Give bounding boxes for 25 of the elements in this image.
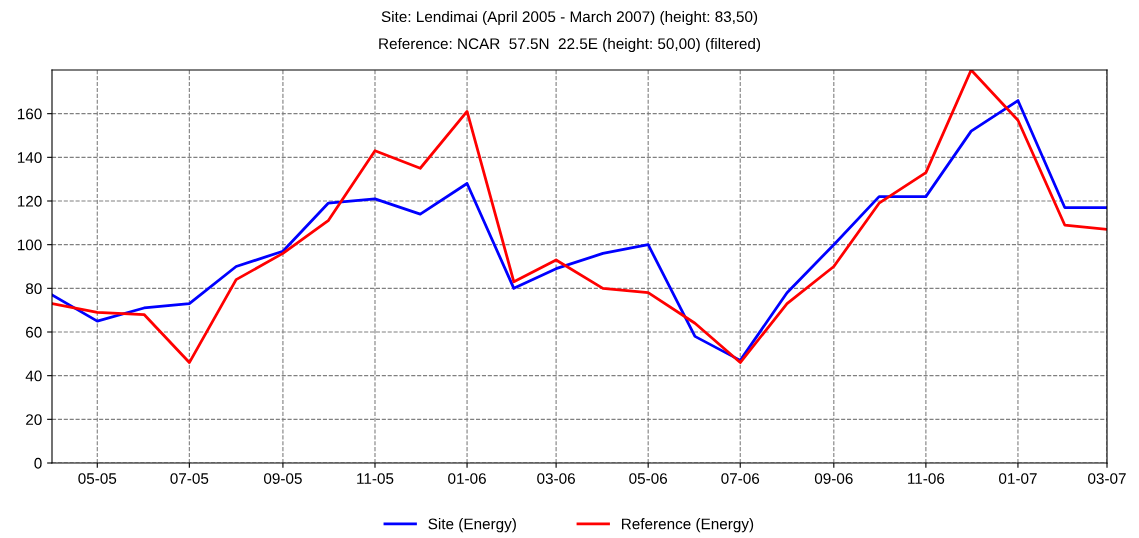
x-tick-label: 07-06: [721, 473, 760, 484]
y-tick-label: 140: [17, 152, 42, 164]
x-tick-label: 05-05: [78, 473, 117, 484]
chart-title: Site: Lendimai (April 2005 - March 2007) (height: 83,50): [381, 10, 758, 26]
y-tick-label: 80: [25, 283, 42, 295]
x-tick-label: 01-06: [448, 473, 486, 484]
x-tick-label: 01-07: [999, 473, 1037, 484]
legend-label: Reference (Energy): [622, 518, 754, 533]
y-tick-label: 100: [17, 239, 42, 251]
y-tick-label: 20: [26, 414, 42, 426]
x-tick-label: 03-06: [537, 473, 575, 484]
x-tick-label: 07-05: [170, 473, 209, 484]
y-tick-label: 0: [34, 457, 42, 469]
x-tick-label: 05-06: [629, 473, 668, 484]
x-tick-label: 11-06: [908, 473, 945, 484]
chart-subtitle: Reference: NCAR 57.5N 22.5E (height: 50,00) (filtered): [379, 37, 761, 53]
y-tick-label: 120: [17, 195, 42, 207]
y-tick-label: 40: [25, 370, 42, 382]
y-tick-label: 160: [17, 108, 42, 120]
x-tick-label: 09-06: [814, 473, 853, 484]
x-tick-label: 11-05: [357, 473, 394, 484]
x-tick-label: 09-05: [263, 473, 302, 484]
legend-label: Site (Energy): [428, 518, 516, 533]
x-tick-label: 03-07: [1088, 473, 1126, 484]
y-tick-label: 60: [26, 326, 42, 338]
